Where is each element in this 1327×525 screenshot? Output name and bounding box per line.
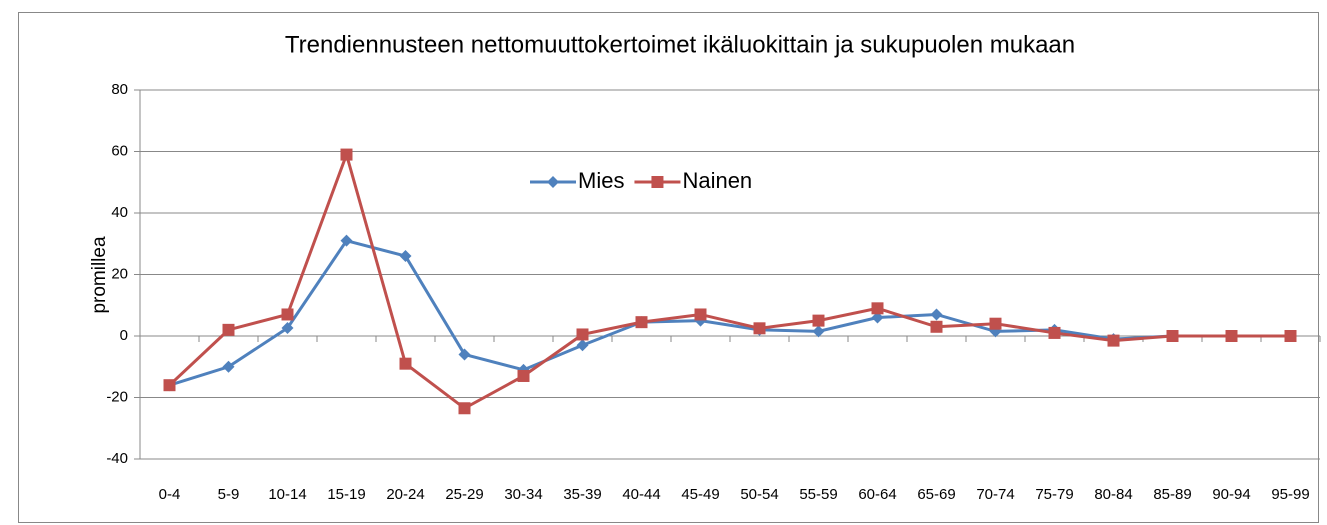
x-tick-label: 5-9 [218, 486, 240, 503]
x-tick-label: 0-4 [159, 486, 181, 503]
x-tick-label: 95-99 [1271, 486, 1309, 503]
marker [399, 250, 412, 263]
marker [1284, 330, 1297, 342]
marker [989, 317, 1002, 330]
x-tick-label: 55-59 [799, 486, 837, 503]
x-tick-label: 65-69 [917, 486, 955, 503]
y-tick-label: 60 [111, 142, 128, 159]
marker [547, 176, 559, 188]
x-tick-label: 20-24 [386, 486, 424, 503]
marker [163, 379, 176, 392]
y-tick-label: 0 [120, 327, 128, 344]
marker [635, 316, 648, 329]
marker [399, 357, 412, 370]
x-tick-label: 90-94 [1212, 486, 1250, 503]
y-tick-label: 20 [111, 265, 128, 282]
marker [1166, 330, 1179, 342]
marker [340, 148, 353, 161]
marker [930, 308, 943, 321]
marker [694, 308, 707, 321]
series-line [168, 149, 1291, 411]
x-tick-label: 50-54 [740, 486, 778, 503]
marker [812, 314, 825, 327]
x-tick-label: 80-84 [1094, 486, 1132, 503]
chart-title: Trendiennusteen nettomuuttokertoimet ikä… [285, 31, 1075, 58]
x-tick-label: 35-39 [563, 486, 601, 503]
y-tick-label: 80 [111, 81, 128, 98]
x-tick-label: 40-44 [622, 486, 660, 503]
x-tick-label: 25-29 [445, 486, 483, 503]
marker [517, 369, 530, 382]
marker [458, 348, 471, 361]
x-tick-label: 15-19 [327, 486, 365, 503]
series-line [169, 238, 1291, 387]
marker [1107, 334, 1120, 347]
marker [1048, 326, 1061, 339]
x-tick-label: 75-79 [1035, 486, 1073, 503]
marker [871, 302, 884, 315]
y-tick-label: -20 [106, 388, 128, 405]
marker [281, 322, 294, 335]
x-tick-label: 85-89 [1153, 486, 1191, 503]
y-axis-label: promillea [89, 236, 110, 314]
marker [281, 308, 294, 321]
chart-frame [18, 12, 1319, 523]
marker [930, 320, 943, 333]
x-tick-label: 45-49 [681, 486, 719, 503]
marker [871, 311, 884, 324]
marker [458, 402, 471, 415]
marker [651, 176, 664, 188]
marker [753, 322, 766, 335]
y-tick-label: 40 [111, 204, 128, 221]
x-tick-label: 10-14 [268, 486, 306, 503]
legend-label: Nainen [682, 168, 752, 193]
marker [1225, 330, 1238, 342]
marker [222, 323, 235, 336]
x-tick-label: 70-74 [976, 486, 1014, 503]
x-tick-label: 30-34 [504, 486, 542, 503]
x-tick-label: 60-64 [858, 486, 896, 503]
y-tick-label: -40 [106, 450, 128, 467]
marker [222, 360, 235, 373]
legend-label: Mies [578, 168, 624, 193]
marker [812, 325, 825, 338]
marker [340, 234, 353, 247]
marker [576, 328, 589, 341]
marker [576, 339, 589, 352]
